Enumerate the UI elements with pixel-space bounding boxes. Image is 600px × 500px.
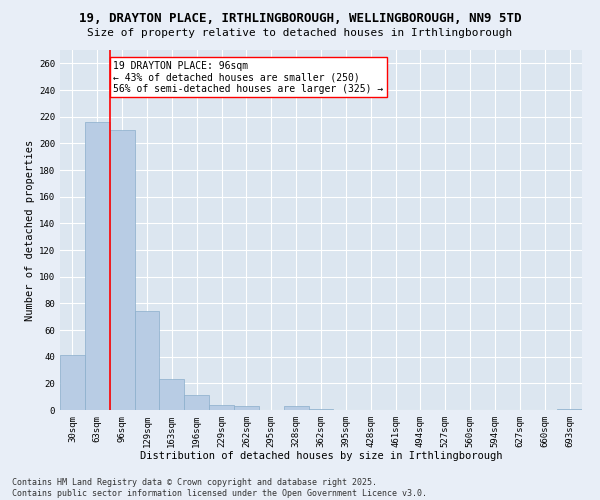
X-axis label: Distribution of detached houses by size in Irthlingborough: Distribution of detached houses by size … [140,452,502,462]
Text: 19, DRAYTON PLACE, IRTHLINGBOROUGH, WELLINGBOROUGH, NN9 5TD: 19, DRAYTON PLACE, IRTHLINGBOROUGH, WELL… [79,12,521,26]
Bar [184,396,209,410]
Text: Size of property relative to detached houses in Irthlingborough: Size of property relative to detached ho… [88,28,512,38]
Bar [110,130,134,410]
Bar [134,312,160,410]
Bar [160,380,184,410]
Bar [60,356,85,410]
Text: Contains HM Land Registry data © Crown copyright and database right 2025.
Contai: Contains HM Land Registry data © Crown c… [12,478,427,498]
Bar [209,404,234,410]
Bar [284,406,308,410]
Bar [234,406,259,410]
Y-axis label: Number of detached properties: Number of detached properties [25,140,35,320]
Bar [308,408,334,410]
Bar [557,408,582,410]
Text: 19 DRAYTON PLACE: 96sqm
← 43% of detached houses are smaller (250)
56% of semi-d: 19 DRAYTON PLACE: 96sqm ← 43% of detache… [113,60,383,94]
Bar [85,122,110,410]
